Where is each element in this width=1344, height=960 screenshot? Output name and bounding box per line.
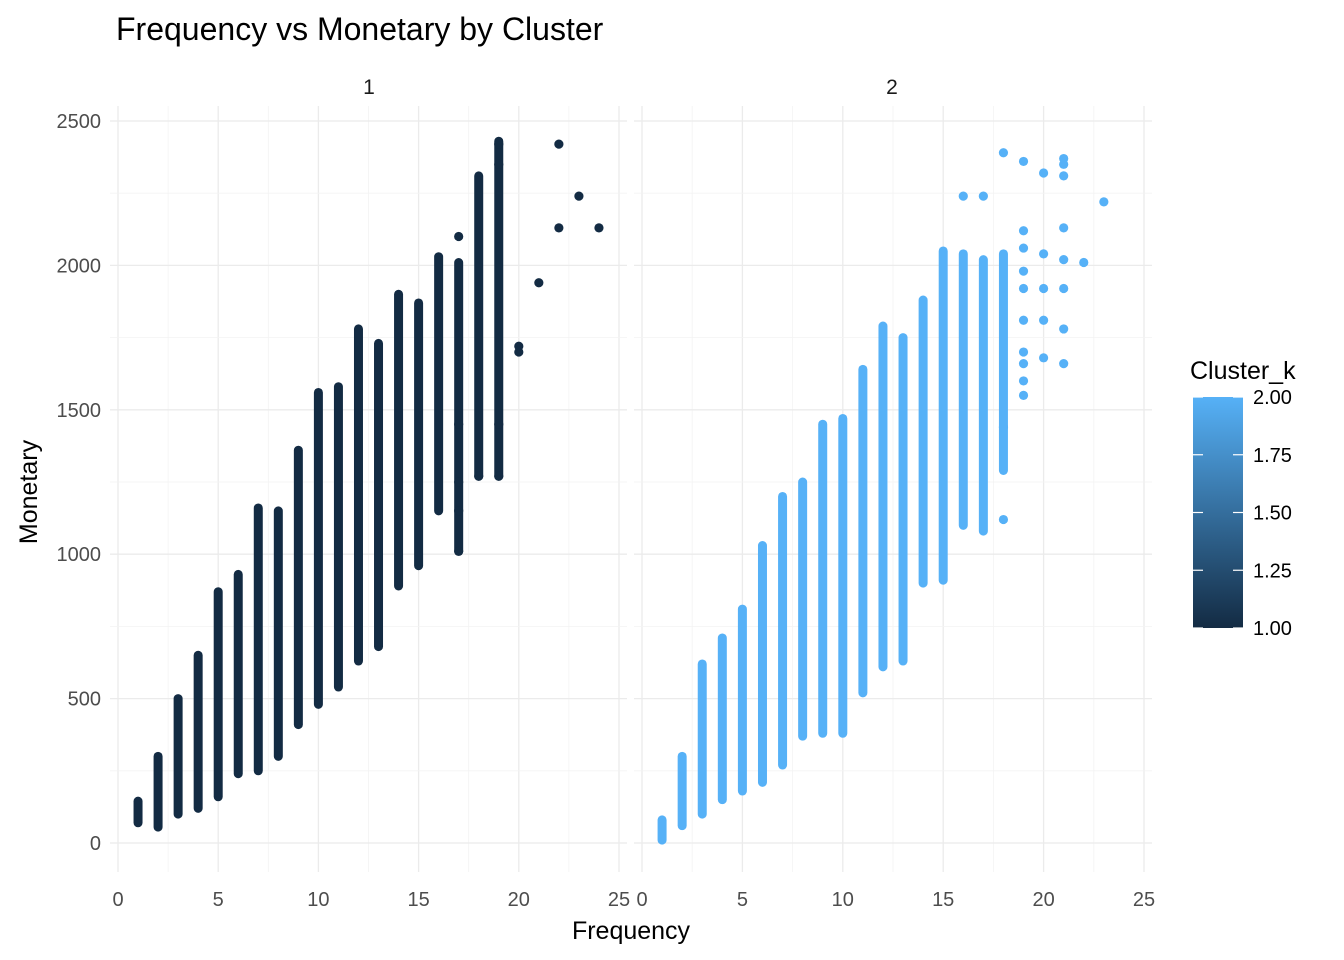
data-point bbox=[1018, 266, 1029, 276]
colorbar-tick-label: 2.00 bbox=[1253, 387, 1292, 409]
x-tick-label: 0 bbox=[112, 889, 123, 911]
x-tick-label: 10 bbox=[307, 889, 329, 911]
colorbar-tick-label: 1.50 bbox=[1253, 503, 1292, 525]
data-point bbox=[1039, 249, 1049, 259]
data-point bbox=[454, 506, 464, 516]
data-point bbox=[454, 419, 464, 429]
y-tick-label: 500 bbox=[68, 689, 101, 711]
x-tick-label: 20 bbox=[1032, 889, 1054, 911]
colorbar-tick-label: 1.75 bbox=[1253, 445, 1292, 467]
data-point bbox=[1018, 315, 1029, 325]
data-point bbox=[1018, 347, 1029, 357]
x-tick-label: 10 bbox=[832, 889, 854, 911]
panel-2-points bbox=[657, 148, 1109, 845]
data-point bbox=[454, 477, 464, 487]
data-point bbox=[594, 223, 604, 233]
data-point bbox=[998, 422, 1009, 432]
colorbar-tick-label: 1.25 bbox=[1253, 560, 1292, 582]
x-axis-label: Frequency bbox=[572, 917, 691, 945]
x-tick-label: 15 bbox=[932, 889, 954, 911]
chart-title: Frequency vs Monetary by Cluster bbox=[116, 11, 604, 47]
data-point bbox=[1079, 257, 1089, 268]
data-point bbox=[1059, 358, 1069, 369]
data-point bbox=[1018, 156, 1029, 167]
data-point bbox=[1039, 315, 1049, 325]
legend-colorbar-ticks: 1.00 1.25 1.50 1.75 2.00 bbox=[1193, 387, 1292, 640]
x-tick-label: 25 bbox=[608, 889, 630, 911]
panel-1-points bbox=[133, 136, 604, 832]
data-point bbox=[1039, 283, 1049, 294]
y-tick-label: 0 bbox=[90, 833, 101, 855]
data-point bbox=[554, 139, 564, 149]
y-tick-label: 1500 bbox=[57, 400, 102, 422]
data-point bbox=[1039, 168, 1049, 178]
data-point bbox=[1018, 358, 1029, 369]
data-point bbox=[998, 514, 1009, 525]
panel-2-gridlines bbox=[634, 106, 1152, 872]
data-point bbox=[474, 471, 484, 481]
panel-2-strip-label: 2 bbox=[886, 76, 898, 99]
data-point bbox=[554, 223, 564, 233]
x-axis-ticks: 0 5 10 15 20 25 0 5 10 15 20 25 bbox=[112, 889, 1155, 911]
data-point bbox=[534, 278, 544, 288]
data-point bbox=[1018, 283, 1029, 294]
data-point bbox=[1018, 376, 1029, 386]
data-point bbox=[1018, 243, 1029, 253]
data-point bbox=[958, 191, 968, 201]
x-tick-label: 0 bbox=[636, 889, 647, 911]
colorbar-tick-label: 1.00 bbox=[1253, 618, 1292, 640]
panel-1-gridlines bbox=[110, 106, 627, 872]
data-point bbox=[1059, 159, 1069, 169]
data-point bbox=[1018, 226, 1029, 236]
data-point bbox=[978, 191, 988, 201]
data-point bbox=[1039, 353, 1049, 363]
data-point bbox=[1059, 283, 1069, 294]
data-point bbox=[494, 159, 504, 169]
x-tick-label: 15 bbox=[407, 889, 429, 911]
legend-title: Cluster_k bbox=[1190, 357, 1296, 385]
data-point bbox=[574, 191, 584, 201]
data-point bbox=[494, 139, 504, 149]
data-point bbox=[1059, 324, 1069, 334]
panel-1-strip-label: 1 bbox=[363, 76, 375, 99]
x-tick-label: 25 bbox=[1133, 889, 1155, 911]
data-point bbox=[1059, 223, 1069, 233]
data-point bbox=[1018, 390, 1029, 400]
data-point bbox=[454, 231, 464, 242]
x-tick-label: 20 bbox=[508, 889, 530, 911]
data-point bbox=[1059, 255, 1069, 265]
data-point bbox=[494, 419, 504, 429]
data-point bbox=[454, 546, 464, 556]
y-tick-label: 2000 bbox=[57, 255, 102, 277]
data-point bbox=[494, 471, 504, 481]
x-tick-label: 5 bbox=[737, 889, 748, 911]
data-point bbox=[998, 148, 1009, 158]
data-point bbox=[1059, 171, 1069, 181]
y-axis-ticks: 0 500 1000 1500 2000 2500 bbox=[57, 111, 102, 855]
x-tick-label: 5 bbox=[213, 889, 224, 911]
y-tick-label: 2500 bbox=[57, 111, 102, 133]
data-point bbox=[1099, 197, 1109, 207]
data-point bbox=[514, 341, 524, 351]
y-tick-label: 1000 bbox=[57, 544, 102, 566]
y-axis-label: Monetary bbox=[15, 439, 43, 544]
